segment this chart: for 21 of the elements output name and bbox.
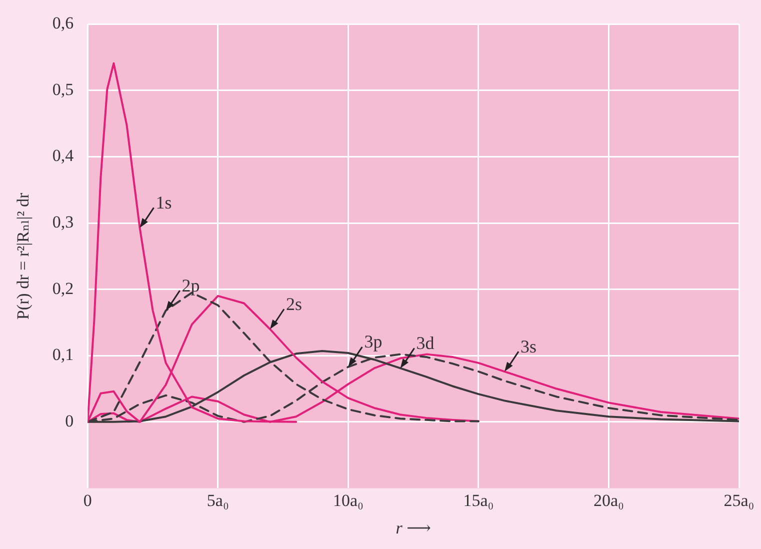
- y-tick-label: 0,5: [52, 80, 74, 99]
- x-tick-label: 10a₀: [332, 490, 364, 510]
- series-label: 1s: [156, 192, 172, 212]
- y-tick-label: 0,1: [52, 345, 74, 364]
- y-axis-title: P(r) dr = r²|Rₙₗ|² dr: [14, 192, 33, 320]
- y-tick-label: 0,6: [52, 14, 74, 33]
- x-tick-label: 5a₀: [206, 490, 229, 510]
- series-label: 2p: [182, 275, 200, 296]
- x-tick-label: 15a₀: [463, 490, 494, 510]
- y-tick-label: 0,4: [52, 146, 74, 166]
- y-tick-label: 0: [65, 411, 74, 430]
- x-tick-label: 0: [83, 490, 92, 510]
- y-tick-label: 0,2: [52, 278, 74, 298]
- x-tick-label: 20a₀: [593, 490, 624, 510]
- series-label: 2s: [286, 294, 302, 314]
- x-tick-label: 25a₀: [724, 490, 754, 510]
- series-label: 3d: [416, 332, 434, 353]
- series-label: 3s: [520, 336, 537, 356]
- y-tick-label: 0,3: [52, 212, 74, 232]
- series-label: 3p: [364, 332, 382, 352]
- x-axis-title: r ⟶: [396, 518, 431, 538]
